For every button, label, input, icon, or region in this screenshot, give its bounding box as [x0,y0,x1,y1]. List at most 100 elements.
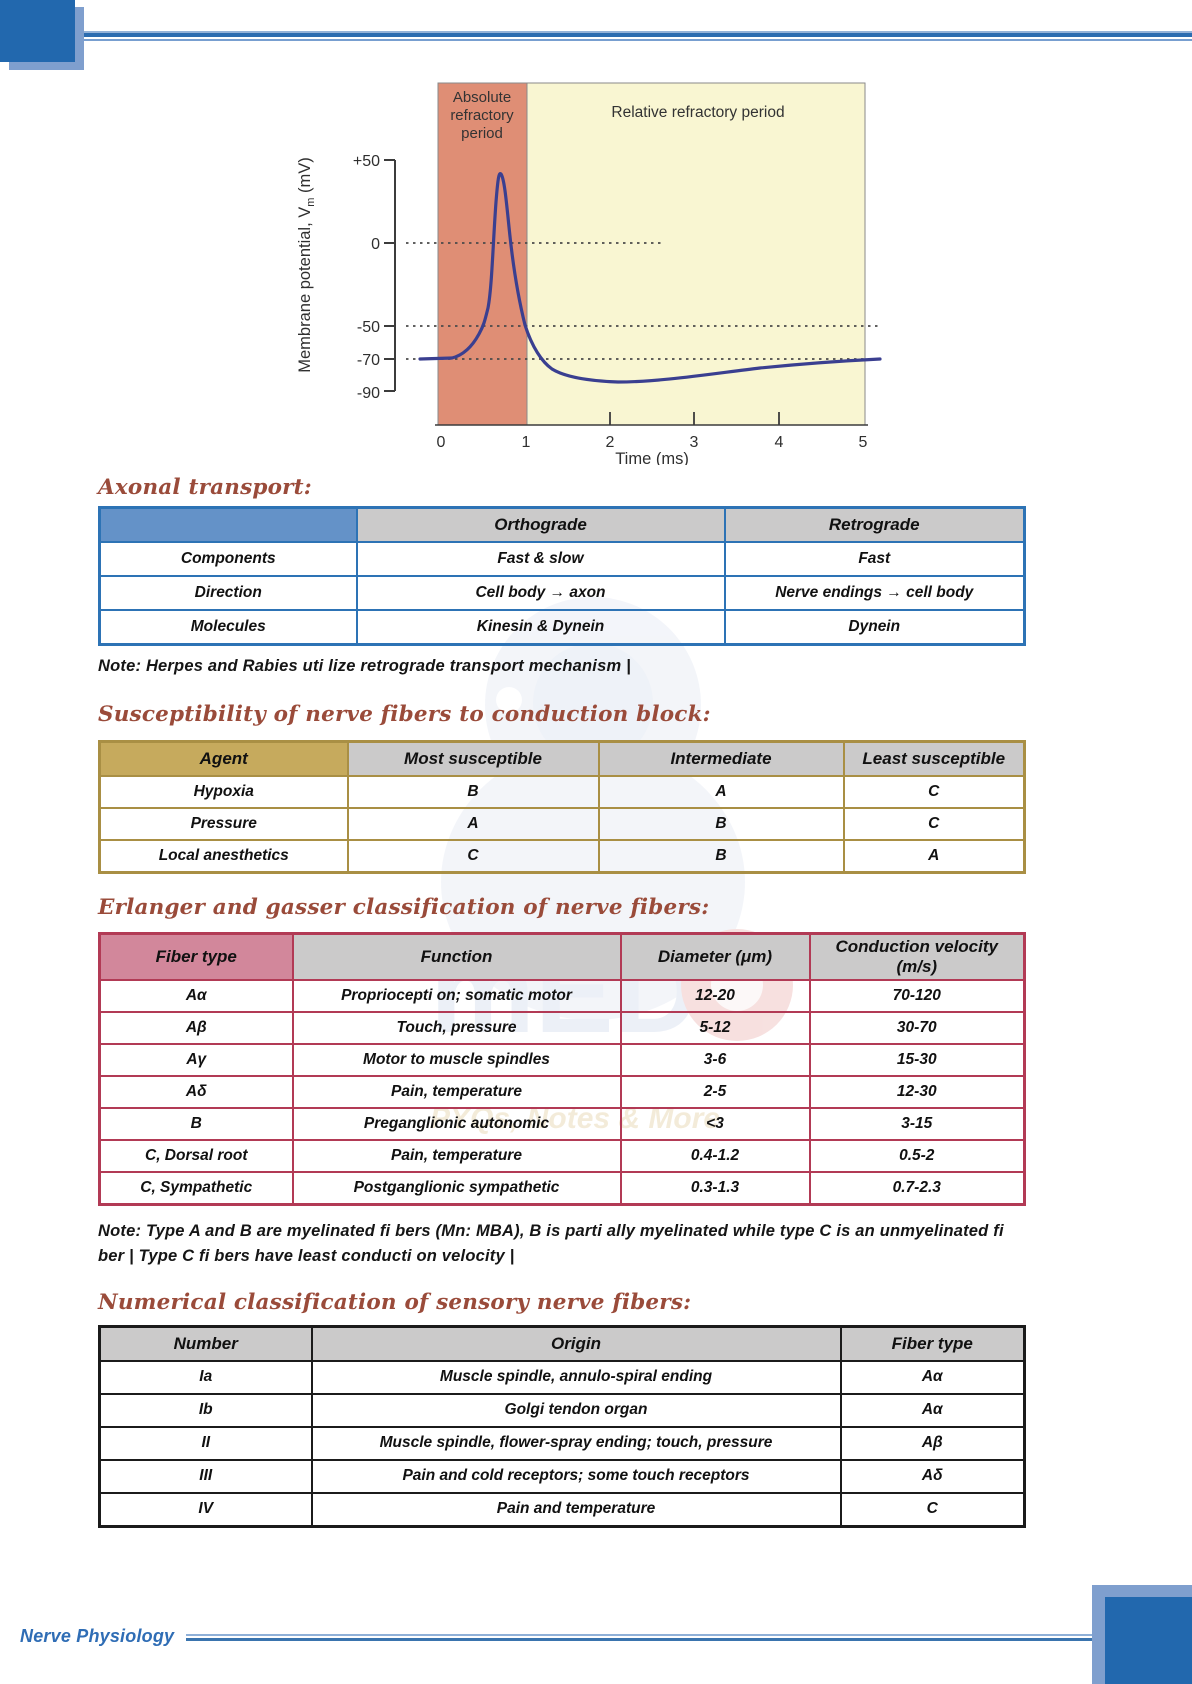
table-cell: Cell body → axon [355,575,726,611]
table-row: Aα Propriocepti on; somatic motor 12-20 … [98,978,1026,1013]
column-header: Origin [310,1325,842,1362]
table-cell: Dynein [723,609,1026,646]
x-tick-label: 4 [775,434,784,451]
table-cell: Postganglionic sympathetic [291,1170,622,1206]
y-tick-label: +50 [353,153,380,170]
section-heading-numerical: Numerical classification of sensory nerv… [98,1289,692,1315]
table-cell: 0.5-2 [808,1138,1026,1173]
table-cell: A [842,838,1026,874]
row-header: C, Dorsal root [98,1138,294,1173]
table-cell: A [346,806,600,841]
note-erlanger: Note: Type A and B are myelinated fi ber… [98,1221,1004,1266]
table-cell: Propriocepti on; somatic motor [291,978,622,1013]
table-row: Ia Muscle spindle, annulo-spiral ending … [98,1359,1026,1395]
table-cell: Pain and temperature [310,1491,842,1528]
row-header: Aγ [98,1042,294,1077]
row-header: Ib [98,1392,313,1428]
column-header: Diameter (μm) [619,932,811,981]
membrane-potential-curve [418,172,882,384]
erlanger-gasser-table: Fiber type Function Diameter (μm) Conduc… [98,931,1026,1206]
row-header: Ia [98,1359,313,1395]
table-cell: 5-12 [619,1010,811,1045]
x-axis-title: Time (ms) [615,450,689,465]
section-heading-erlanger: Erlanger and gasser classification of ne… [98,894,710,920]
table-cell: Aδ [839,1458,1026,1494]
table-cell: Golgi tendon organ [310,1392,842,1428]
action-potential-chart: Absolute refractory period Relative refr… [280,60,900,468]
row-header: III [98,1458,313,1494]
table-row: B Preganglionic autonomic <3 3-15 [98,1106,1026,1141]
absolute-refractory-label-line2: refractory [450,107,514,124]
row-header: II [98,1425,313,1461]
table-cell: 0.3-1.3 [619,1170,811,1206]
table-cell: Aβ [839,1425,1026,1461]
table-cell: 12-30 [808,1074,1026,1109]
table-cell: 15-30 [808,1042,1026,1077]
table-cell: Pain, temperature [291,1074,622,1109]
table-cell: Aα [839,1359,1026,1395]
table-cell: 70-120 [808,978,1026,1013]
row-header: Hypoxia [98,774,349,809]
table-cell: Nerve endings → cell body [723,575,1026,611]
column-header: Agent [98,740,349,777]
table-cell: C [842,774,1026,809]
x-tick-label: 0 [437,434,446,451]
y-tick-label: 0 [371,236,380,253]
absolute-refractory-label-line3: period [461,125,503,142]
table-cell: Kinesin & Dynein [355,609,726,646]
note-axonal-transport: Note: Herpes and Rabies uti lize retrogr… [98,657,631,675]
numerical-classification-table: Number Origin Fiber type Ia Muscle spind… [98,1324,1026,1528]
table-header-row: Agent Most susceptible Intermediate Leas… [98,740,1026,777]
table-cell: Muscle spindle, annulo-spiral ending [310,1359,842,1395]
table-row: Molecules Kinesin & Dynein Dynein [98,609,1026,646]
table-cell: Preganglionic autonomic [291,1106,622,1141]
table-row: Components Fast & slow Fast [98,541,1026,577]
row-header: Local anesthetics [98,838,349,874]
y-axis-title: Membrane potential, Vm (mV) [296,157,317,373]
column-header: Fiber type [98,932,294,981]
table-header-row: Number Origin Fiber type [98,1325,1026,1362]
table-cell: <3 [619,1106,811,1141]
section-heading-axonal-transport: Axonal transport: [98,475,312,500]
table-cell: Fast & slow [355,541,726,577]
footer-chapter-label: Nerve Physiology [20,1626,175,1646]
table-cell: C [839,1491,1026,1528]
corner-square-dark [0,0,75,62]
table-cell: 12-20 [619,978,811,1013]
table-row: Hypoxia B A C [98,774,1026,809]
relative-refractory-region [526,82,866,426]
table-row: Direction Cell body → axon Nerve endings… [98,575,1026,611]
table-cell: A [597,774,845,809]
row-header: B [98,1106,294,1141]
table-cell: Muscle spindle, flower-spray ending; tou… [310,1425,842,1461]
table-row: Aβ Touch, pressure 5-12 30-70 [98,1010,1026,1045]
x-tick-label: 3 [690,434,699,451]
top-rule [84,31,1192,41]
table-cell: 2-5 [619,1074,811,1109]
x-tick-label: 2 [606,434,615,451]
table-row: II Muscle spindle, flower-spray ending; … [98,1425,1026,1461]
table-cell: 0.7-2.3 [808,1170,1026,1206]
table-cell: Aα [839,1392,1026,1428]
table-cell: C [346,838,600,874]
column-header: Conduction velocity (m/s) [808,932,1026,981]
row-header: Pressure [98,806,349,841]
table-cell: Motor to muscle spindles [291,1042,622,1077]
table-cell: B [597,838,845,874]
footer-rule [186,1634,1105,1641]
table-cell: Fast [723,541,1026,577]
table-row: C, Sympathetic Postganglionic sympatheti… [98,1170,1026,1206]
content-column: Axonal transport: Orthograde Retrograde … [98,468,1026,1528]
table-cell: Pain, temperature [291,1138,622,1173]
susceptibility-table: Agent Most susceptible Intermediate Leas… [98,739,1026,874]
row-header: Aα [98,978,294,1013]
y-tick-label: -50 [357,319,380,336]
absolute-refractory-label-line1: Absolute [453,89,511,106]
table-row: Local anesthetics C B A [98,838,1026,874]
table-row: IV Pain and temperature C [98,1491,1026,1528]
table-cell: 3-6 [619,1042,811,1077]
table-cell: Touch, pressure [291,1010,622,1045]
section-heading-susceptibility: Susceptibility of nerve fibers to conduc… [98,701,711,727]
table-cell: 30-70 [808,1010,1026,1045]
